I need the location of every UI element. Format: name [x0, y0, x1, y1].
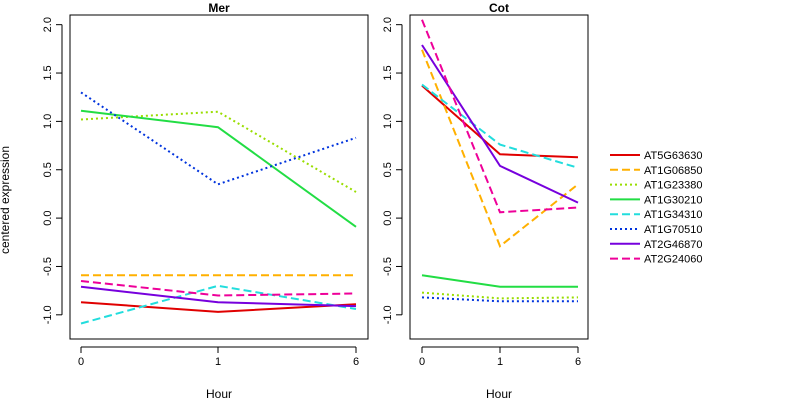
y-tick-label: 0.5	[382, 162, 394, 177]
legend-label: AT2G24060	[644, 254, 703, 266]
series-line-at2g46870	[421, 44, 579, 204]
plot-frame-cot	[409, 14, 589, 340]
x-tick-label: 1	[215, 356, 221, 368]
x-axis-cot: 0 1 6	[419, 346, 581, 368]
series-line-at1g70510	[80, 91, 357, 186]
panel-cot: Cot -1.0 -0.5 0.0 0.5 1.0 1.5 2.0 0 1 6 Hour	[382, 1, 589, 400]
y-tick-label: 2.0	[42, 17, 54, 32]
series-line-at1g34310	[421, 83, 579, 169]
series-line-at2g24060	[80, 280, 357, 297]
x-axis-mer: 0 1 6	[78, 346, 359, 368]
y-tick-label: 1.0	[42, 114, 54, 129]
y-axis-label: centered expression	[0, 146, 12, 254]
panel-title-cot: Cot	[489, 1, 509, 15]
x-tick-label: 6	[575, 356, 581, 368]
plot-frame-mer	[69, 14, 369, 340]
legend-label: AT1G06850	[644, 165, 703, 177]
panel-title-mer: Mer	[208, 1, 230, 15]
series-line-at1g06850	[421, 49, 579, 248]
x-tick-label: 6	[353, 356, 359, 368]
panel-mer: Mer -1.0 -0.5 0.0 0.5 1.0 1.5 2.0 0 1 6 Hour	[42, 1, 369, 400]
y-tick-label: -1.0	[382, 305, 394, 324]
legend-label: AT1G70510	[644, 224, 703, 236]
series-line-at1g34310	[80, 284, 357, 325]
series-line-at2g24060	[421, 19, 579, 214]
legend-label: AT1G30210	[644, 194, 703, 206]
series-line-at1g70510	[421, 296, 578, 303]
x-axis-label-cot: Hour	[486, 387, 512, 400]
x-tick-label: 0	[419, 356, 425, 368]
y-tick-label: 2.0	[382, 17, 394, 32]
legend-label: AT1G34310	[644, 209, 703, 221]
y-axis-mer: -1.0 -0.5 0.0 0.5 1.0 1.5 2.0	[42, 17, 63, 324]
y-tick-label: -0.5	[42, 257, 54, 276]
series-lines-mer	[80, 91, 357, 325]
series-line-at5g63630	[421, 84, 579, 159]
series-line-at5g63630	[80, 301, 357, 313]
y-tick-label: 0.0	[42, 210, 54, 225]
series-line-at1g30210	[80, 109, 357, 228]
x-tick-label: 1	[497, 356, 503, 368]
legend: AT5G63630 AT1G06850 AT1G23380 AT1G30210 AT1G…	[610, 150, 703, 266]
series-line-at1g30210	[421, 274, 578, 288]
y-tick-label: -0.5	[382, 257, 394, 276]
y-tick-label: 0.0	[382, 210, 394, 225]
x-axis-label-mer: Hour	[206, 387, 232, 400]
series-line-at1g23380	[80, 110, 357, 193]
y-tick-label: 1.5	[42, 65, 54, 80]
series-lines-cot	[421, 19, 579, 303]
legend-label: AT2G46870	[644, 239, 703, 251]
legend-label: AT5G63630	[644, 150, 703, 162]
y-axis-cot: -1.0 -0.5 0.0 0.5 1.0 1.5 2.0	[382, 17, 403, 324]
series-line-at1g23380	[421, 291, 579, 300]
legend-label: AT1G23380	[644, 180, 703, 192]
series-line-at2g46870	[80, 285, 357, 308]
y-tick-label: 0.5	[42, 162, 54, 177]
y-tick-label: 1.5	[382, 65, 394, 80]
x-tick-label: 0	[78, 356, 84, 368]
y-tick-label: -1.0	[42, 305, 54, 324]
y-tick-label: 1.0	[382, 114, 394, 129]
